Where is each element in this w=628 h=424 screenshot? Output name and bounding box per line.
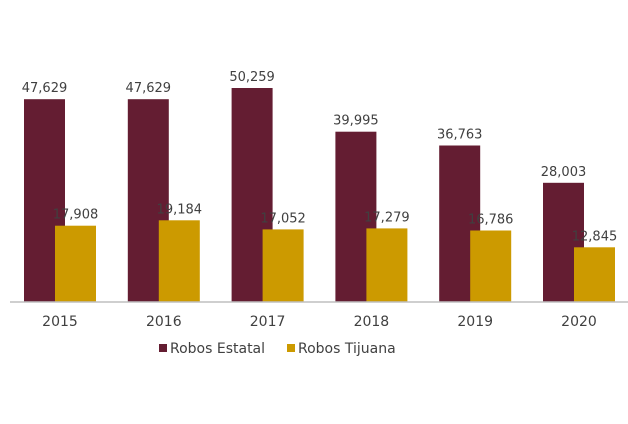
legend-label-tijuana: Robos Tijuana bbox=[298, 341, 396, 357]
data-labels-layer: 47,629 17,908 47,629 19,184 50,259 17,052 39,9… bbox=[22, 70, 618, 244]
x-tick-label-2020: 2020 bbox=[561, 314, 597, 330]
data-label-estatal-2016: 47,629 bbox=[126, 81, 172, 96]
data-label-estatal-2019: 36,763 bbox=[437, 128, 483, 143]
x-tick-label-2017: 2017 bbox=[250, 314, 286, 330]
bars-layer bbox=[24, 88, 615, 302]
legend: Robos Estatal Robos Tijuana bbox=[159, 341, 396, 357]
bar-tijuana-2020 bbox=[574, 247, 615, 302]
data-label-tijuana-2020: 12,845 bbox=[572, 229, 618, 244]
bar-tijuana-2015 bbox=[55, 225, 96, 302]
data-label-estatal-2020: 28,003 bbox=[541, 165, 587, 180]
x-tick-label-2018: 2018 bbox=[354, 314, 390, 330]
data-label-estatal-2015: 47,629 bbox=[22, 81, 68, 96]
data-label-tijuana-2015: 17,908 bbox=[53, 208, 99, 223]
data-label-tijuana-2019: 16,786 bbox=[468, 213, 514, 228]
data-label-tijuana-2017: 17,052 bbox=[260, 211, 306, 226]
bar-tijuana-2018 bbox=[366, 228, 408, 302]
x-tick-label-2019: 2019 bbox=[457, 314, 493, 330]
bar-tijuana-2016 bbox=[158, 220, 200, 302]
data-label-estatal-2017: 50,259 bbox=[229, 70, 275, 85]
bar-tijuana-2019 bbox=[470, 230, 512, 302]
data-label-estatal-2018: 39,995 bbox=[333, 114, 379, 129]
x-tick-labels: 2015 2016 2017 2018 2019 2020 bbox=[42, 314, 597, 330]
x-tick-label-2016: 2016 bbox=[146, 314, 182, 330]
legend-label-estatal: Robos Estatal bbox=[170, 341, 265, 357]
legend-swatch-estatal bbox=[159, 344, 167, 352]
data-label-tijuana-2018: 17,279 bbox=[364, 210, 410, 225]
x-tick-label-2015: 2015 bbox=[42, 314, 78, 330]
data-label-tijuana-2016: 19,184 bbox=[157, 202, 203, 217]
legend-swatch-tijuana bbox=[287, 344, 295, 352]
bar-tijuana-2017 bbox=[262, 229, 304, 302]
